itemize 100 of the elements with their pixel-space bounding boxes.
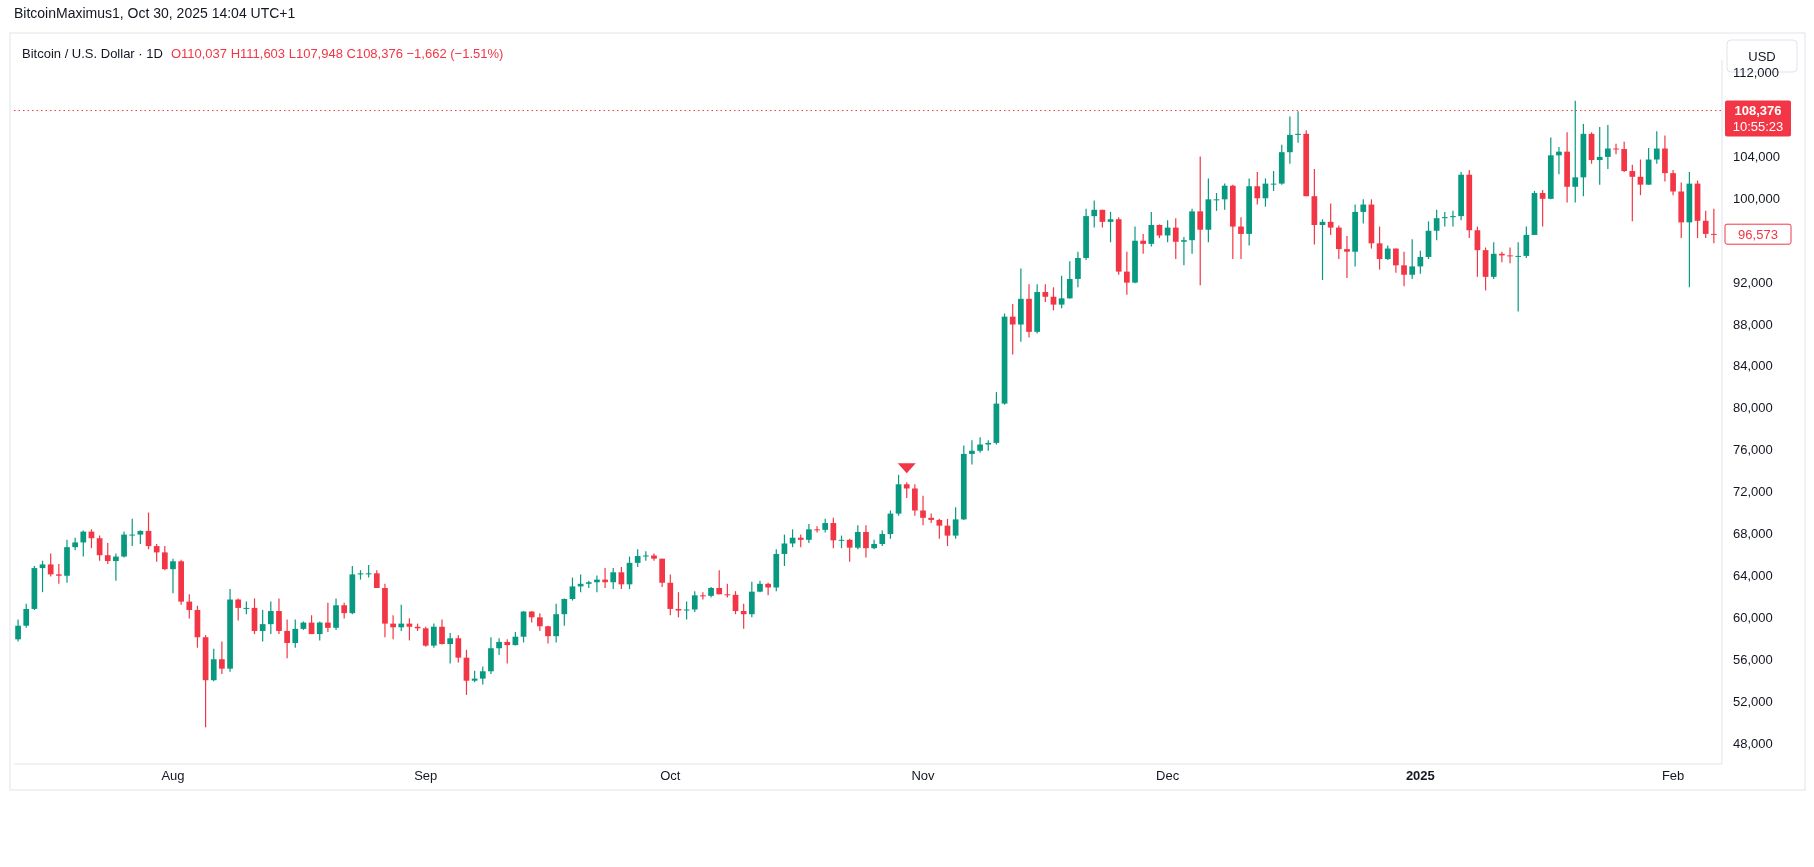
candlestick: [1327, 202, 1334, 236]
candlestick: [830, 517, 837, 549]
candlestick: [496, 637, 502, 656]
y-tick-label: 100,000: [1733, 190, 1780, 206]
candlestick: [863, 524, 869, 559]
candlestick: [920, 495, 926, 526]
candlestick: [1613, 143, 1619, 155]
candlestick: [781, 533, 788, 567]
candlestick: [439, 618, 445, 646]
candlestick: [325, 602, 331, 633]
candlestick: [219, 640, 225, 675]
candlestick: [1140, 233, 1147, 255]
candlestick: [1515, 241, 1522, 313]
candlestick: [1197, 155, 1204, 286]
chart-title: Bitcoin / U.S. Dollar · 1D: [22, 46, 163, 61]
candlestick: [129, 518, 136, 547]
y-tick-label: 48,000: [1733, 735, 1773, 751]
candlestick: [1287, 115, 1293, 165]
candlestick: [259, 609, 266, 643]
candlestick: [675, 591, 682, 618]
candlestick: [1393, 247, 1399, 274]
candlestick: [1335, 224, 1342, 260]
candlestick: [235, 597, 242, 622]
candlestick: [806, 523, 812, 544]
candlestick: [104, 542, 111, 565]
text: 96,573: [1738, 226, 1778, 242]
candlestick: [1670, 169, 1676, 196]
y-tick-label: 64,000: [1733, 567, 1773, 583]
y-tick-label: 72,000: [1733, 484, 1773, 500]
candlestick: [553, 603, 560, 644]
candlestick: [691, 590, 698, 613]
candlestick: [316, 620, 323, 641]
text: BitcoinMaximus1, Oct 30, 2025 14:04 UTC+1: [14, 5, 296, 21]
y-tick-label: 60,000: [1733, 609, 1773, 625]
candlestick: [1409, 238, 1416, 280]
candlestick: [969, 439, 975, 465]
x-tick-label: Dec: [1156, 768, 1180, 783]
candlestick: [23, 603, 30, 629]
candlestick: [1605, 124, 1611, 170]
candlestick: [488, 636, 494, 675]
candlestick: [1181, 236, 1187, 266]
x-tick-label: 2025: [1405, 768, 1435, 783]
candlestick: [1360, 198, 1367, 225]
candlestick: [161, 545, 168, 571]
candlestick: [1523, 225, 1530, 259]
candlestick: [1539, 189, 1546, 228]
candlestick: [170, 558, 176, 594]
candlestick: [912, 483, 918, 517]
candlestick: [1401, 251, 1407, 287]
candlestick: [569, 576, 576, 602]
candlestick: [1238, 216, 1244, 260]
candlestick: [977, 436, 983, 454]
y-tick-label: 52,000: [1733, 693, 1773, 709]
candlestick: [1490, 241, 1497, 280]
candlestick: [80, 529, 87, 558]
candlestick: [186, 593, 193, 619]
candlestick: [333, 597, 339, 631]
candlestick: [854, 524, 861, 550]
candlestick: [267, 601, 274, 635]
y-tick-label: 76,000: [1733, 442, 1773, 458]
candlestick: [871, 539, 877, 550]
candlestick: [422, 626, 429, 648]
x-tick-label: Feb: [1661, 768, 1685, 783]
candlestick: [1344, 235, 1350, 279]
candlestick: [1148, 211, 1155, 248]
x-tick-label: Sep: [414, 768, 438, 783]
candlestick: [431, 623, 437, 649]
candlestick: [55, 563, 62, 585]
x-tick-label: Nov: [911, 768, 936, 783]
candlestick: [610, 567, 617, 590]
candlestick: [1107, 211, 1114, 243]
candlestick: [936, 518, 943, 540]
candlestick: [284, 618, 290, 659]
annotation: O110,037 H111,603 L107,948 C108,376 −1,662 (−1.51%): [170, 46, 504, 61]
candlestick: [1075, 251, 1081, 288]
text: 10:55:23: [1732, 118, 1784, 134]
candlestick: [47, 552, 54, 578]
candlestick: [716, 569, 723, 595]
candlestick: [1058, 275, 1065, 309]
y-tick-label: 80,000: [1733, 400, 1773, 416]
candlestick: [740, 603, 747, 630]
candlestick: [1417, 250, 1424, 275]
y-tick-label: 56,000: [1733, 651, 1773, 667]
candlestick: [1009, 303, 1016, 355]
candlestick: [1254, 171, 1261, 206]
candlestick: [1596, 126, 1603, 186]
candlestick: [1066, 260, 1073, 300]
candlestick: [72, 537, 78, 551]
candlestick: [952, 506, 959, 540]
candlestick: [1124, 251, 1130, 296]
candlestick: [447, 632, 454, 665]
candlestick: [1221, 183, 1228, 211]
candlestick: [846, 538, 853, 563]
candlestick: [1507, 246, 1513, 264]
candlestick: [1702, 210, 1709, 239]
candlestick: [1629, 164, 1636, 222]
candlestick: [455, 634, 462, 663]
candlestick: [292, 618, 299, 649]
candlestick: [1450, 210, 1456, 228]
candlestick: [1295, 110, 1301, 144]
